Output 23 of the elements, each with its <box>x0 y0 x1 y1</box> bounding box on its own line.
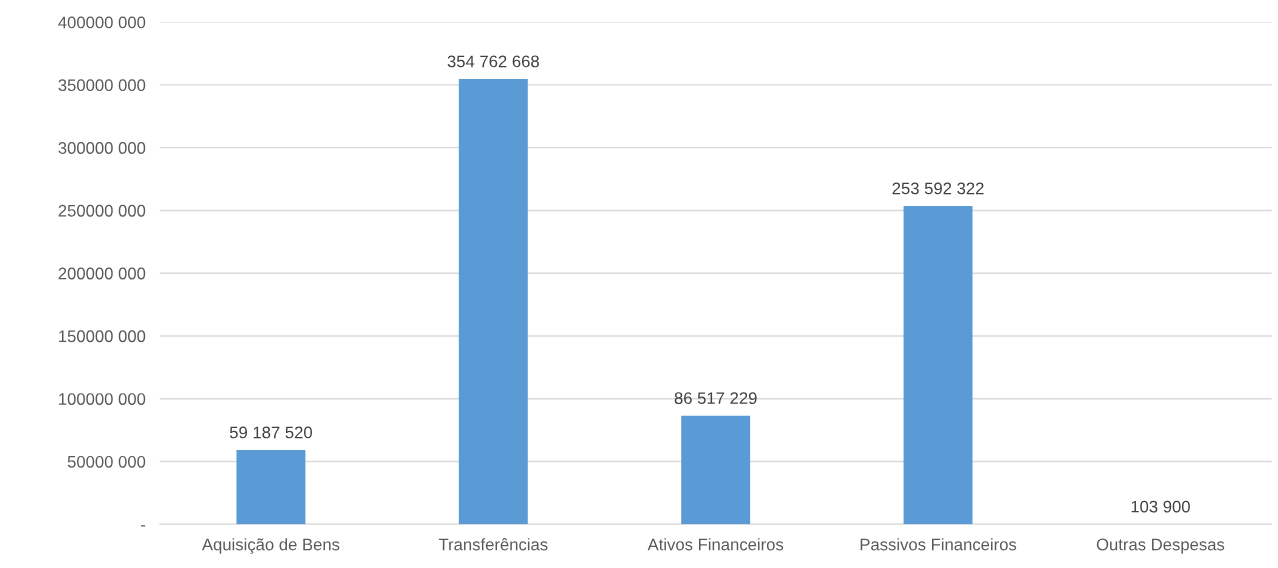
y-tick-label: 350000 000 <box>58 79 146 92</box>
bar <box>236 449 306 525</box>
data-label: 59 187 520 <box>229 426 312 439</box>
bar <box>681 415 751 525</box>
x-tick-label: Ativos Financeiros <box>647 538 784 551</box>
x-tick-label: Aquisição de Bens <box>201 538 340 554</box>
y-tick-label: 400000 000 <box>58 16 146 29</box>
bar <box>903 205 973 525</box>
y-tick-label: - <box>141 525 146 527</box>
y-tick-label: 300000 000 <box>58 142 146 154</box>
y-tick-label: 200000 000 <box>58 267 146 280</box>
data-label: 354 762 668 <box>447 55 539 68</box>
data-label: 86 517 229 <box>674 392 757 405</box>
x-tick-label: Outras Despesas <box>1096 538 1225 554</box>
y-tick-label: 250000 000 <box>58 204 146 217</box>
data-label: 103 900 <box>1131 500 1190 513</box>
x-tick-label: Transferências <box>438 538 548 551</box>
x-tick-label: Passivos Financeiros <box>860 538 1017 551</box>
data-label: 253 592 322 <box>892 182 984 195</box>
y-tick-label: 100000 000 <box>59 393 146 405</box>
bar <box>458 78 528 525</box>
y-tick-label: 150000 000 <box>59 330 146 343</box>
y-tick-label: 50000 000 <box>67 455 146 468</box>
